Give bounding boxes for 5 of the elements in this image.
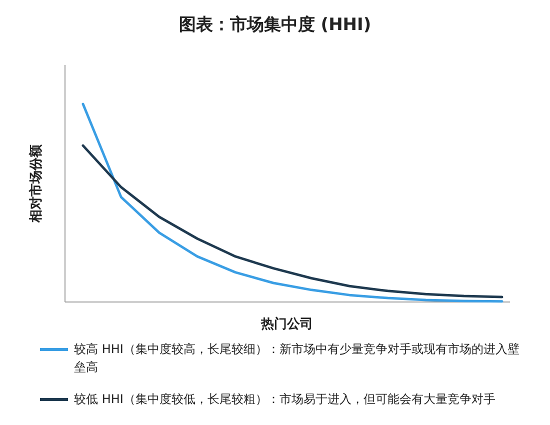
x-axis-title: 热门公司: [260, 316, 313, 332]
legend-label: 较低 HHI（集中度较低，长尾较粗）：市场易于进入，但可能会有大量竞争对手: [74, 391, 496, 408]
legend-label: 较高 HHI（集中度较高，长尾较细）：新市场中有少量竞争对手或现有市场的进入壁垒高: [74, 341, 520, 376]
y-axis-title: 相对市场份额: [28, 144, 44, 224]
chart-title: 图表：市场集中度 (HHI): [178, 15, 372, 35]
